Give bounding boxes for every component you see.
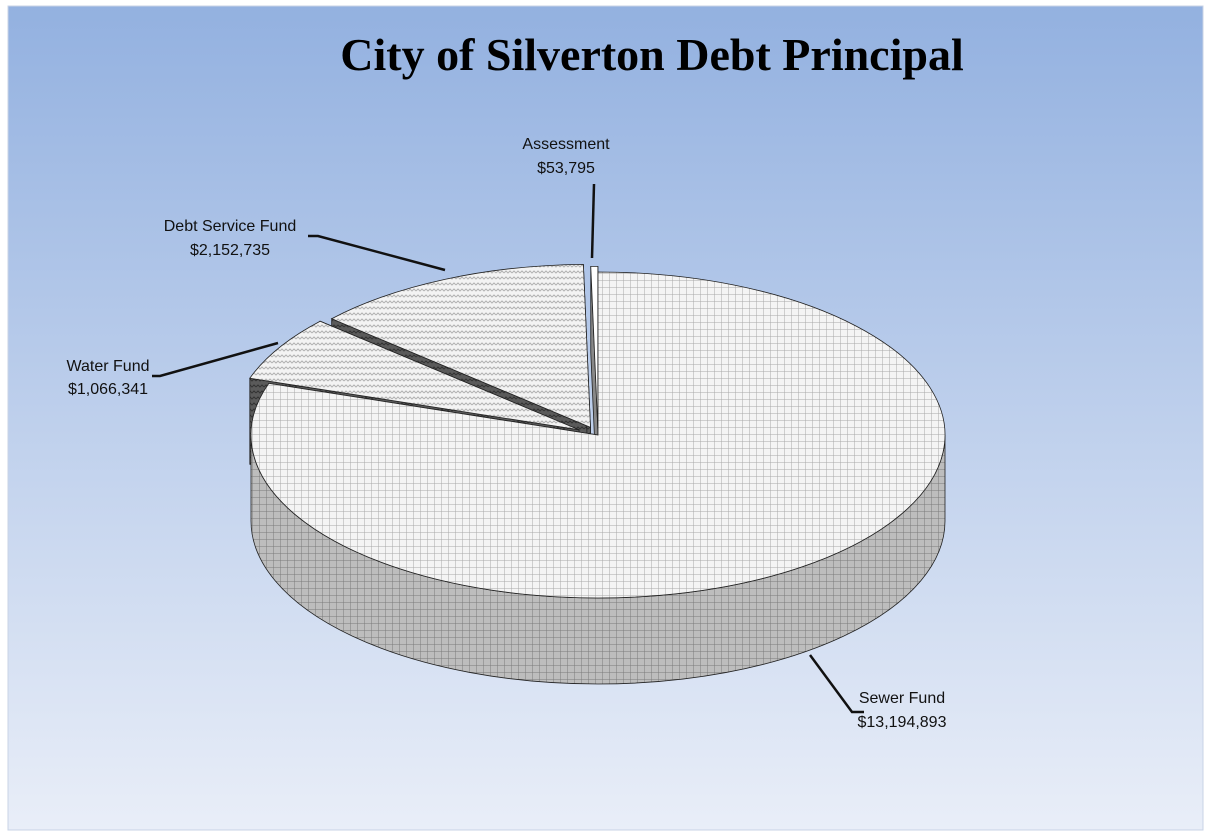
- data-label-value: $2,152,735: [190, 242, 270, 259]
- slice: [590, 265, 599, 430]
- data-label-value: $1,066,341: [68, 381, 148, 398]
- data-label-name: Debt Service Fund: [164, 218, 297, 235]
- leader-line: [308, 234, 446, 272]
- pie: [249, 263, 946, 685]
- data-label-name: Assessment: [522, 136, 610, 153]
- leader-line: [590, 183, 596, 259]
- slice: [249, 320, 580, 431]
- data-label-value: $13,194,893: [858, 714, 947, 731]
- slice: [250, 271, 946, 599]
- data-label-value: $53,795: [537, 160, 595, 177]
- chart-title: City of Silverton Debt Principal: [340, 29, 964, 80]
- data-label-name: Water Fund: [67, 358, 150, 375]
- data-label-name: Sewer Fund: [859, 690, 945, 707]
- leader-line: [808, 654, 864, 714]
- slice: [330, 263, 591, 428]
- labels: Sewer Fund $13,194,893 Water Fund $1,066,34…: [67, 136, 947, 731]
- leader-line: [152, 341, 279, 378]
